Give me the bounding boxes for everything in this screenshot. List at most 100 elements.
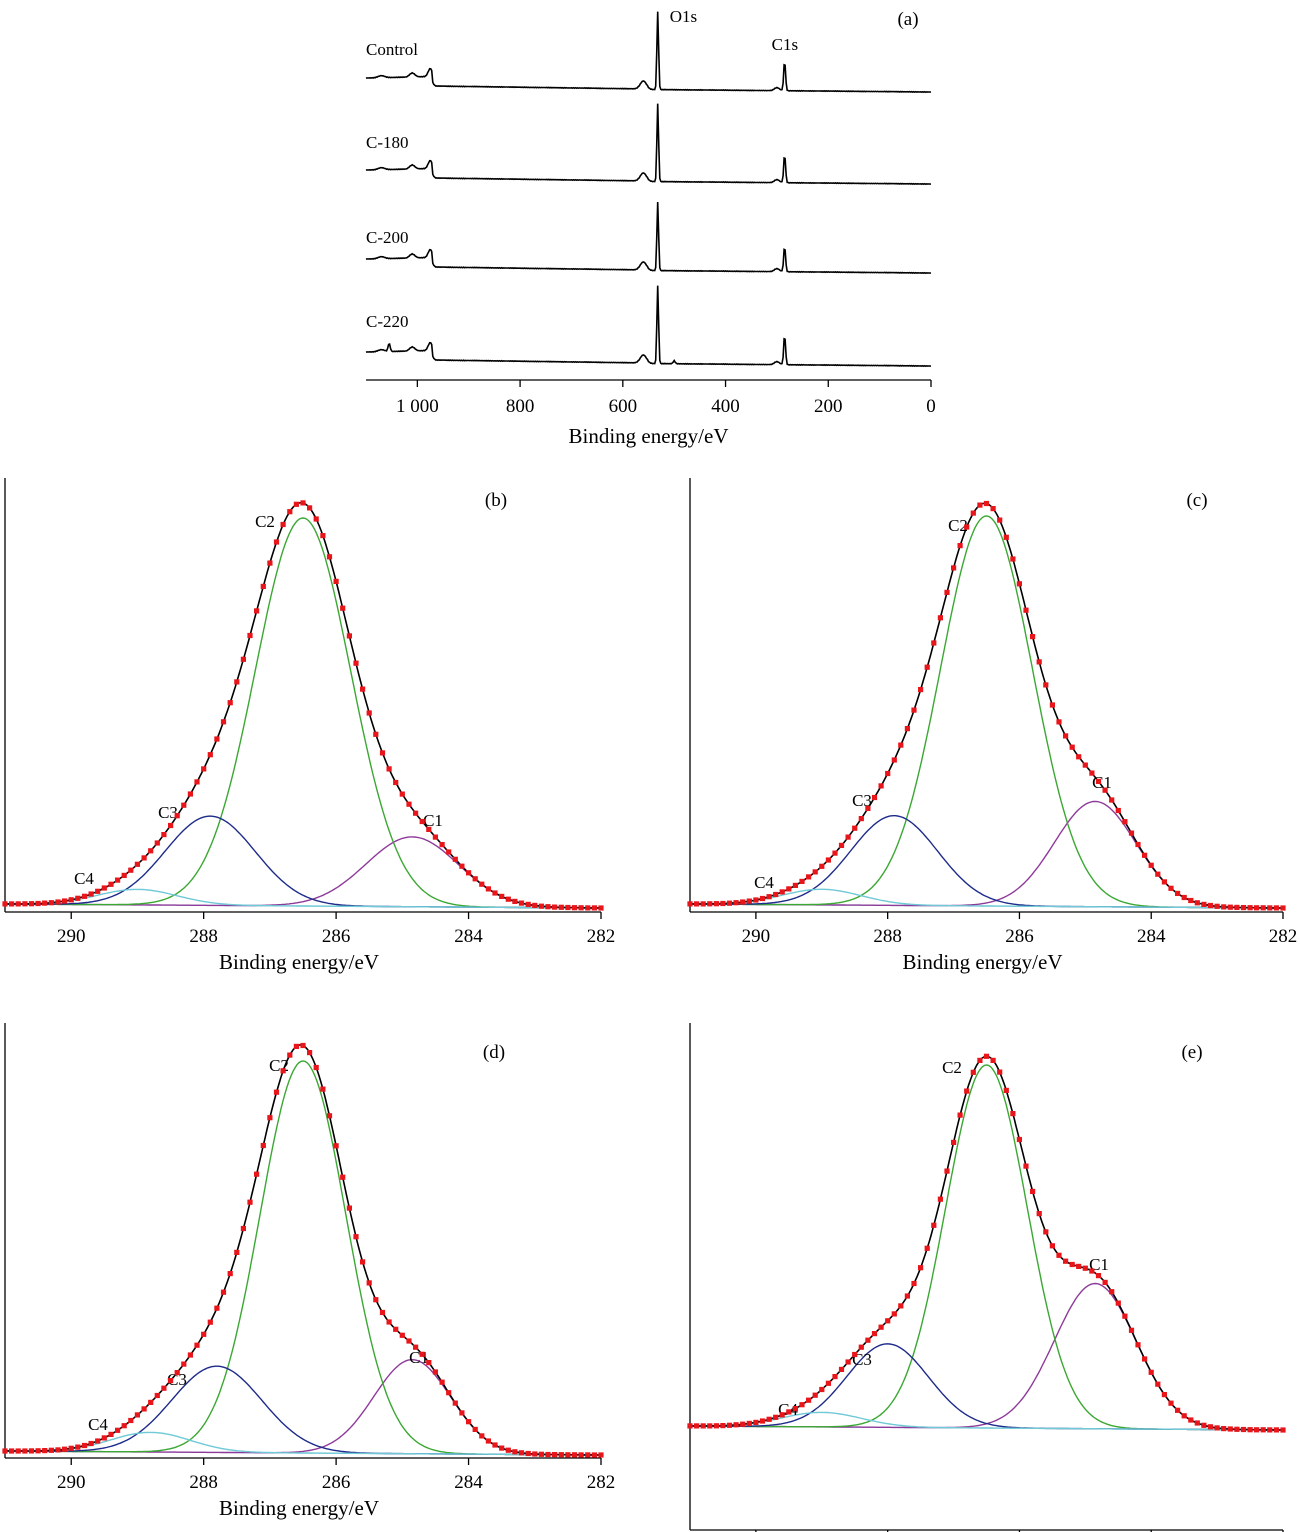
data-point	[194, 1342, 200, 1348]
data-point	[48, 1447, 54, 1453]
data-point	[148, 1399, 154, 1405]
data-point	[326, 1113, 333, 1119]
peak-label-a: O1s	[670, 7, 697, 26]
data-point	[911, 1280, 917, 1287]
component-c1-curve	[5, 836, 601, 909]
series-label: Control	[366, 40, 418, 59]
data-point	[1122, 1313, 1128, 1319]
data-point	[512, 1449, 518, 1455]
data-point	[700, 901, 706, 907]
data-point	[786, 1409, 792, 1415]
x-tick-label-c: 284	[1137, 926, 1166, 947]
data-point	[452, 856, 458, 862]
data-point	[694, 901, 700, 907]
data-point	[1214, 1425, 1220, 1431]
component-c2-curve	[690, 1064, 1283, 1431]
component-label-c2: C2	[255, 512, 275, 531]
data-point	[753, 897, 759, 903]
data-point	[525, 1450, 531, 1457]
data-point	[419, 818, 425, 825]
data-point	[492, 1442, 498, 1448]
data-point	[141, 855, 147, 861]
data-point	[812, 1392, 818, 1398]
data-point	[558, 904, 564, 910]
data-point	[174, 1370, 180, 1376]
data-point	[280, 521, 286, 528]
data-point	[485, 1438, 491, 1444]
data-point	[786, 886, 792, 892]
data-point	[773, 891, 779, 898]
data-point	[1135, 841, 1141, 848]
data-point	[1273, 905, 1279, 911]
data-point	[174, 813, 180, 819]
data-point	[227, 1271, 233, 1277]
data-point	[459, 863, 465, 869]
data-point	[234, 679, 240, 685]
envelope-curve	[5, 501, 601, 909]
data-point	[141, 1406, 147, 1412]
data-point	[1036, 1211, 1042, 1217]
data-point	[168, 1378, 174, 1384]
data-point	[346, 633, 352, 639]
data-point	[858, 816, 864, 822]
data-point	[121, 1423, 127, 1429]
component-label-c2: C2	[948, 516, 968, 535]
data-point	[499, 893, 505, 899]
data-point	[726, 900, 733, 906]
data-point	[806, 874, 812, 880]
x-tick-label-a: 400	[711, 396, 740, 417]
data-point	[1260, 905, 1266, 911]
data-point	[571, 1452, 578, 1458]
data-point	[366, 710, 372, 716]
data-point	[2, 1448, 8, 1454]
data-point	[42, 900, 48, 906]
data-point	[1254, 1427, 1260, 1433]
component-c1-curve	[5, 1358, 601, 1456]
data-point	[1102, 787, 1108, 793]
component-c4-curve	[5, 1431, 601, 1456]
component-c2-curve	[5, 1060, 601, 1456]
data-point	[95, 1438, 101, 1444]
data-point	[1063, 1258, 1069, 1264]
data-point	[1016, 581, 1022, 587]
data-point	[1122, 819, 1128, 825]
x-tick-label-a: 0	[926, 396, 936, 417]
data-point	[280, 1068, 286, 1074]
data-point	[904, 1293, 910, 1299]
data-point	[432, 834, 438, 840]
data-point	[187, 1352, 193, 1358]
data-point	[937, 1196, 943, 1202]
component-label-c4: C4	[754, 873, 774, 892]
data-point	[806, 1397, 812, 1403]
data-point	[1128, 1327, 1135, 1333]
data-point	[1181, 894, 1187, 901]
data-point	[753, 1419, 759, 1425]
data-point	[532, 1451, 538, 1457]
data-point	[413, 1344, 419, 1350]
envelope-curve	[690, 502, 1283, 909]
data-point	[62, 1446, 68, 1452]
data-point	[931, 640, 937, 646]
data-point	[399, 791, 405, 797]
data-point	[1168, 885, 1174, 891]
data-point	[1155, 1381, 1161, 1387]
data-point	[134, 861, 140, 867]
data-point	[81, 1442, 88, 1449]
data-point	[505, 896, 511, 902]
data-point	[1142, 852, 1148, 858]
data-point	[1003, 1087, 1009, 1093]
data-point	[161, 1385, 167, 1391]
component-c3-curve	[690, 815, 1283, 909]
data-point	[35, 1448, 41, 1454]
data-point	[1168, 1400, 1174, 1406]
data-point	[48, 900, 54, 906]
data-point	[1089, 770, 1095, 776]
data-point	[9, 1448, 15, 1454]
data-point	[759, 1418, 766, 1424]
data-point	[792, 1406, 798, 1412]
series-label: C-200	[366, 228, 409, 247]
data-point	[1254, 905, 1260, 911]
data-point	[591, 905, 597, 911]
data-point	[1234, 904, 1240, 910]
